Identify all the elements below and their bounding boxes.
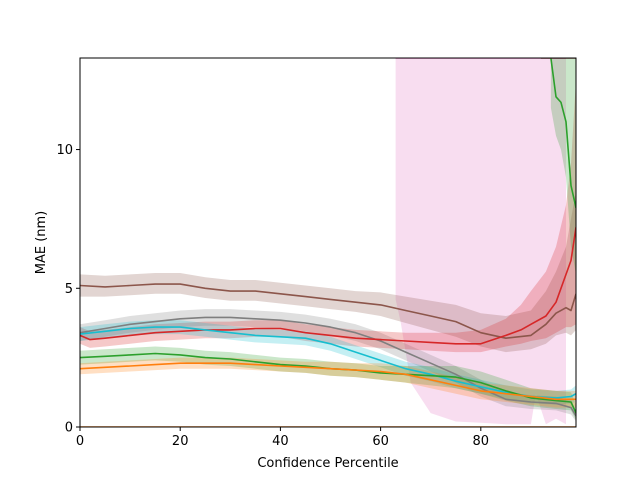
y-tick-label: 5 bbox=[65, 282, 73, 297]
series-band-6 bbox=[550, 58, 576, 275]
series-line-2 bbox=[80, 316, 576, 417]
x-tick-label: 40 bbox=[272, 434, 289, 449]
confidence-bands bbox=[80, 58, 576, 425]
y-tick-label: 0 bbox=[65, 421, 73, 436]
x-tick-label: 0 bbox=[76, 434, 84, 449]
series-line-3 bbox=[80, 227, 576, 345]
y-axis-ticks: 0 5 10 bbox=[56, 143, 80, 436]
series-line-6 bbox=[550, 58, 576, 208]
x-tick-label: 60 bbox=[372, 434, 389, 449]
y-tick-label: 10 bbox=[56, 143, 73, 158]
plot-area bbox=[80, 58, 576, 427]
series-band-1 bbox=[80, 191, 576, 353]
series-band-0 bbox=[395, 58, 566, 425]
x-tick-label: 20 bbox=[172, 434, 189, 449]
plot-frame bbox=[79, 57, 577, 428]
series-lines bbox=[80, 58, 576, 427]
series-band-4 bbox=[80, 320, 576, 405]
y-axis-label: MAE (nm) bbox=[34, 211, 49, 275]
series-band-3 bbox=[80, 80, 576, 353]
series-band-2 bbox=[80, 309, 576, 422]
x-axis-label: Confidence Percentile bbox=[257, 456, 398, 471]
x-tick-label: 80 bbox=[473, 434, 490, 449]
x-axis-ticks: 0 20 40 60 80 bbox=[76, 427, 489, 449]
series-line-7 bbox=[80, 362, 576, 401]
series-band-5 bbox=[80, 346, 576, 421]
series-band-7 bbox=[80, 357, 576, 408]
series-line-1 bbox=[80, 283, 576, 340]
